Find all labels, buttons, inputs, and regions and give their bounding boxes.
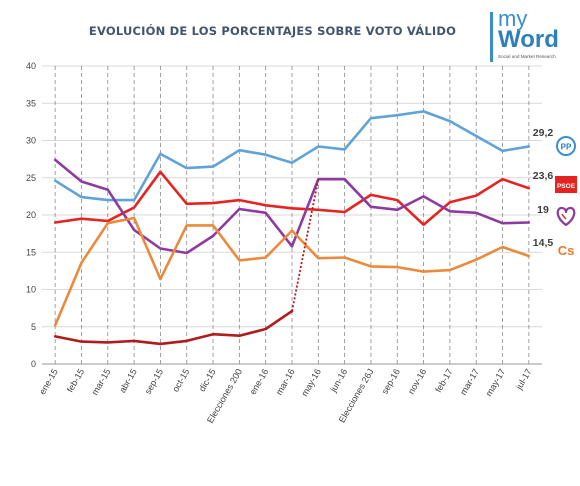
end-label-cs: 14,5 <box>533 237 554 249</box>
x-tick-label: ene-16 <box>248 367 271 396</box>
x-tick-label: sep-15 <box>143 367 165 396</box>
series-connector <box>291 179 320 312</box>
logo-line1: my <box>498 6 528 31</box>
series-line-psoe <box>53 170 531 226</box>
pp-logo-text: PP <box>561 143 572 152</box>
psoe-logo-box <box>555 176 577 193</box>
y-tick-label: 40 <box>26 61 36 71</box>
series-lines <box>53 110 531 346</box>
psoe-logo-text: PSOE <box>557 183 576 190</box>
x-tick-label: mar-16 <box>274 367 297 397</box>
party-logos: PP PSOE Cs <box>555 136 577 258</box>
y-tick-label: 35 <box>26 98 36 108</box>
logo-tagline: Social and Market Research <box>498 54 556 59</box>
x-tick-label: feb-15 <box>65 367 86 394</box>
podemos-heart-icon <box>556 206 576 227</box>
x-tick-label: abr-15 <box>117 367 139 395</box>
y-tick-label: 20 <box>26 210 36 220</box>
y-tick-label: 5 <box>31 322 36 332</box>
x-tick-label: ene-15 <box>37 367 60 396</box>
end-labels: 29,2 23,6 19 14,5 <box>533 127 554 249</box>
series-line-cs <box>53 216 531 327</box>
x-axis: ene-15 feb-15 mar-15 abr-15 sep-15 oct-15 dic-… <box>37 363 542 425</box>
end-label-podemos: 19 <box>537 204 549 216</box>
end-label-psoe: 23,6 <box>533 170 554 182</box>
x-tick-label: nov-16 <box>406 367 428 396</box>
x-tick-label: mar-17 <box>458 367 481 397</box>
y-tick-label: 25 <box>26 173 36 183</box>
x-tick-label: jun-16 <box>328 367 350 395</box>
x-tick-label: mar-15 <box>90 367 113 397</box>
logo-bar <box>490 12 493 62</box>
series-line-other <box>53 309 294 346</box>
end-label-pp: 29,2 <box>533 127 554 139</box>
y-tick-label: 30 <box>26 136 36 146</box>
x-tick-label: may-16 <box>299 367 323 398</box>
x-tick-label: may-17 <box>484 367 508 398</box>
logo-line2: Word <box>498 26 559 53</box>
y-tick-label: 10 <box>26 285 36 295</box>
series-line-podemos <box>53 158 531 255</box>
series-line-pp <box>53 110 531 202</box>
x-tick-label: sep-16 <box>380 367 402 396</box>
y-tick-label: 0 <box>31 359 36 369</box>
cs-logo-text: Cs <box>558 243 575 258</box>
y-axis: 0 5 10 15 20 25 30 35 40 <box>26 61 36 369</box>
y-tick-label: 15 <box>26 247 36 257</box>
x-tick-label: jul-17 <box>513 367 533 392</box>
x-tick-label: feb-17 <box>433 367 454 394</box>
pp-logo-ring <box>556 136 576 156</box>
podemos-heart-accent <box>561 213 567 220</box>
x-tick-label: oct-15 <box>170 367 191 394</box>
myword-logo: my Word Social and Market Research <box>490 6 559 66</box>
chart-title: EVOLUCIÓN DE LOS PORCENTAJES SOBRE VOTO … <box>88 24 457 38</box>
x-tick-label: dic-15 <box>197 367 218 393</box>
